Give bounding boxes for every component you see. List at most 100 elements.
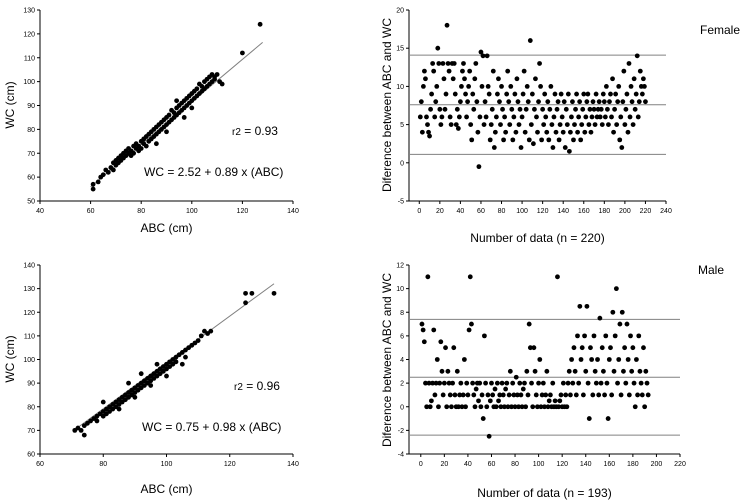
data-point: [630, 122, 636, 127]
data-point: [513, 129, 519, 135]
x-tick-label: 180: [627, 461, 639, 468]
data-point: [132, 394, 138, 400]
data-point: [480, 416, 486, 421]
data-point: [522, 380, 527, 386]
data-point: [466, 327, 472, 333]
data-point: [553, 129, 559, 135]
x-tick-label: 240: [660, 208, 672, 215]
data-point: [179, 361, 185, 367]
data-point: [424, 114, 429, 120]
data-point: [457, 392, 463, 398]
data-point: [624, 91, 630, 97]
data-point: [629, 368, 635, 374]
x-tick-label: 0: [417, 208, 421, 215]
data-point: [614, 122, 620, 127]
data-point: [498, 404, 504, 410]
data-point: [545, 99, 551, 105]
data-point: [485, 392, 491, 398]
data-point: [504, 380, 510, 386]
data-point: [445, 61, 451, 66]
data-point: [454, 106, 460, 112]
data-point: [509, 404, 514, 410]
y-tick-label: 70: [27, 151, 35, 158]
data-point: [556, 404, 562, 410]
data-point: [478, 49, 484, 55]
data-point: [569, 114, 574, 120]
y-tick-label: 100: [23, 357, 35, 364]
data-point: [438, 122, 444, 127]
data-point: [451, 61, 457, 66]
data-point: [599, 122, 605, 127]
data-point: [257, 21, 263, 27]
data-point: [533, 76, 538, 82]
x-axis-label: Number of data (n = 193): [477, 486, 611, 500]
data-point: [148, 383, 154, 388]
data-point: [483, 114, 489, 120]
data-point: [440, 61, 446, 66]
data-point: [630, 345, 636, 351]
data-point: [421, 339, 427, 345]
data-point: [481, 122, 487, 127]
data-point: [580, 106, 586, 112]
data-point: [602, 392, 607, 398]
data-point: [519, 404, 525, 410]
data-point: [642, 84, 647, 89]
x-tick-label: 60: [87, 208, 95, 215]
data-point: [577, 303, 583, 309]
data-point: [429, 91, 435, 97]
data-point: [456, 404, 461, 410]
data-point: [219, 81, 225, 87]
y-tick-label: 100: [23, 79, 35, 86]
data-point: [520, 91, 526, 97]
data-point: [531, 345, 537, 351]
data-point: [100, 172, 106, 178]
data-point: [243, 300, 248, 306]
data-point: [435, 45, 441, 51]
data-point: [605, 106, 610, 112]
data-point: [181, 115, 187, 120]
data-point: [566, 368, 572, 374]
x-tick-label: 140: [557, 208, 569, 215]
data-point: [589, 114, 595, 120]
data-point: [502, 404, 507, 410]
data-point: [525, 392, 531, 398]
data-point: [433, 99, 439, 105]
data-point: [533, 392, 539, 398]
data-point: [576, 380, 582, 386]
data-point: [526, 321, 532, 327]
data-point: [453, 122, 459, 127]
data-point: [574, 91, 579, 97]
data-point: [505, 404, 511, 410]
r-squared-prefix: r2: [232, 127, 241, 138]
data-point: [536, 380, 542, 386]
data-point: [468, 122, 474, 127]
data-point: [154, 361, 160, 367]
x-tick-label: 60: [477, 208, 485, 215]
data-point: [558, 392, 564, 398]
x-tick-label: 80: [511, 461, 519, 468]
x-tick-label: 160: [603, 461, 615, 468]
x-tick-label: 100: [186, 208, 198, 215]
data-point: [576, 114, 582, 120]
data-point: [621, 368, 626, 374]
data-point: [461, 61, 466, 66]
panel-tag-label: Male: [698, 263, 724, 277]
data-point: [525, 99, 531, 105]
data-point: [423, 76, 428, 82]
data-point: [507, 122, 513, 127]
data-point: [513, 374, 519, 380]
x-tick-label: 200: [619, 208, 631, 215]
data-point: [559, 114, 565, 120]
y-tick-label: 110: [24, 333, 35, 340]
data-point: [503, 386, 509, 392]
data-point: [600, 91, 606, 97]
y-tick-label: 12: [396, 263, 404, 270]
data-point: [472, 404, 478, 410]
x-tick-label: 100: [516, 208, 528, 215]
data-point: [432, 392, 438, 398]
data-point: [497, 99, 502, 105]
r-squared-prefix: r2: [234, 382, 243, 393]
data-point: [471, 106, 477, 112]
data-point: [506, 392, 512, 398]
